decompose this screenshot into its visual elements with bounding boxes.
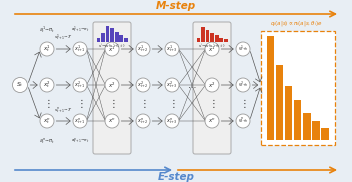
Text: $\vdots$: $\vdots$ xyxy=(108,96,116,110)
Bar xyxy=(115,32,119,42)
Circle shape xyxy=(73,78,87,92)
Bar xyxy=(119,35,123,42)
Circle shape xyxy=(236,42,250,56)
Bar xyxy=(106,26,109,42)
Bar xyxy=(321,128,329,140)
Text: $x_{t\!+\!2}^1$: $x_{t\!+\!2}^1$ xyxy=(137,44,149,54)
Text: $x_{t\!+\!2}^2$: $x_{t\!+\!2}^2$ xyxy=(137,80,149,90)
Text: $\vdots$: $\vdots$ xyxy=(76,96,84,110)
Text: $x^2$: $x^2$ xyxy=(108,80,116,90)
Text: $x_t^n$: $x_t^n$ xyxy=(43,116,51,126)
Bar xyxy=(224,39,228,42)
Bar xyxy=(312,121,320,140)
Text: E-step: E-step xyxy=(158,172,194,182)
Bar xyxy=(96,38,100,42)
Bar xyxy=(110,28,114,42)
Text: $\vdots$: $\vdots$ xyxy=(208,96,216,110)
Bar xyxy=(266,36,274,140)
Text: $a_{t+1}^1\!\sim\!\pi_t$: $a_{t+1}^1\!\sim\!\pi_t$ xyxy=(71,25,89,35)
Text: $g_{t\!+\!h}^1$: $g_{t\!+\!h}^1$ xyxy=(238,44,248,54)
Circle shape xyxy=(105,78,119,92)
FancyBboxPatch shape xyxy=(193,22,231,154)
Bar xyxy=(294,100,301,140)
Bar xyxy=(285,86,292,140)
Text: $x_{t\!+\!3}^1$: $x_{t\!+\!3}^1$ xyxy=(166,44,178,54)
Circle shape xyxy=(136,114,150,128)
Circle shape xyxy=(236,114,250,128)
Text: $a_t^n\!\sim\!\pi_t$: $a_t^n\!\sim\!\pi_t$ xyxy=(39,136,55,146)
Circle shape xyxy=(73,114,87,128)
Circle shape xyxy=(40,42,54,56)
Text: $x^n$: $x^n$ xyxy=(108,117,116,125)
Text: $x_{t\!+\!3}^2$: $x_{t\!+\!3}^2$ xyxy=(166,80,178,90)
Bar xyxy=(101,33,105,42)
Text: M-step: M-step xyxy=(156,1,196,11)
Text: $\vdots$: $\vdots$ xyxy=(168,96,176,110)
Text: $S_t$: $S_t$ xyxy=(16,81,24,89)
FancyBboxPatch shape xyxy=(261,31,335,145)
Text: $x^1$: $x^1$ xyxy=(108,44,116,54)
Text: $x_{t\!+\!1}^1$: $x_{t\!+\!1}^1$ xyxy=(74,44,86,54)
Text: $g_{t\!+\!h}^n$: $g_{t\!+\!h}^n$ xyxy=(238,116,248,126)
Text: $q_i(a|s)\propto\pi_i(a|s,\theta_i)$e: $q_i(a|s)\propto\pi_i(a|s,\theta_i)$e xyxy=(270,19,323,29)
Circle shape xyxy=(205,78,219,92)
Bar xyxy=(201,27,205,42)
Text: $x_{t\!+\!3}^n$: $x_{t\!+\!3}^n$ xyxy=(166,116,178,126)
Text: $x^1$: $x^1$ xyxy=(208,44,216,54)
Circle shape xyxy=(205,42,219,56)
Bar xyxy=(210,33,214,42)
Text: $x^n$: $x^n$ xyxy=(208,117,216,125)
Circle shape xyxy=(40,114,54,128)
Bar xyxy=(215,35,219,42)
Bar xyxy=(276,65,283,140)
Text: $\vdots$: $\vdots$ xyxy=(239,96,247,110)
Circle shape xyxy=(205,114,219,128)
Text: $s_{t+1}^1\!\sim\!\mathcal{T}$: $s_{t+1}^1\!\sim\!\mathcal{T}$ xyxy=(54,33,73,43)
Bar xyxy=(124,37,128,42)
Text: $x^2$: $x^2$ xyxy=(208,80,216,90)
Text: $s'\!\sim\!w(s'_{t\!+\!1:t})$: $s'\!\sim\!w(s'_{t\!+\!1:t})$ xyxy=(98,42,126,50)
Circle shape xyxy=(165,42,179,56)
Circle shape xyxy=(105,114,119,128)
Circle shape xyxy=(236,78,250,92)
Circle shape xyxy=(105,42,119,56)
FancyBboxPatch shape xyxy=(93,22,131,154)
Circle shape xyxy=(13,78,27,92)
Text: $\vdots$: $\vdots$ xyxy=(43,96,51,110)
Text: $\vdots$: $\vdots$ xyxy=(139,96,147,110)
Text: $\cdots$: $\cdots$ xyxy=(187,80,197,90)
Text: $x_{t\!+\!2}^n$: $x_{t\!+\!2}^n$ xyxy=(137,116,149,126)
Text: $s'\!\sim\!w(s'_{t\!+\!h:t})$: $s'\!\sim\!w(s'_{t\!+\!h:t})$ xyxy=(198,42,226,50)
Circle shape xyxy=(165,114,179,128)
Bar xyxy=(206,29,209,42)
Circle shape xyxy=(73,42,87,56)
Bar xyxy=(196,37,200,42)
Text: $g_{t\!+\!h}^2$: $g_{t\!+\!h}^2$ xyxy=(238,80,248,90)
Text: $x_{t\!+\!1}^2$: $x_{t\!+\!1}^2$ xyxy=(74,80,86,90)
Bar xyxy=(219,37,223,42)
Text: $x_{t\!+\!1}^n$: $x_{t\!+\!1}^n$ xyxy=(74,116,86,126)
Circle shape xyxy=(40,78,54,92)
Text: $s_{t+1}^n\!\sim\!\mathcal{T}$: $s_{t+1}^n\!\sim\!\mathcal{T}$ xyxy=(54,106,73,114)
Text: $a_t^1\!\sim\!\pi_t$: $a_t^1\!\sim\!\pi_t$ xyxy=(39,25,55,35)
Text: $a_{t+1}^n\!\sim\!\pi_t$: $a_{t+1}^n\!\sim\!\pi_t$ xyxy=(71,136,89,146)
Text: $x_t^1$: $x_t^1$ xyxy=(43,44,51,54)
Circle shape xyxy=(136,78,150,92)
Bar xyxy=(303,113,310,140)
Circle shape xyxy=(136,42,150,56)
Circle shape xyxy=(165,78,179,92)
Text: $x_t^2$: $x_t^2$ xyxy=(43,80,51,90)
